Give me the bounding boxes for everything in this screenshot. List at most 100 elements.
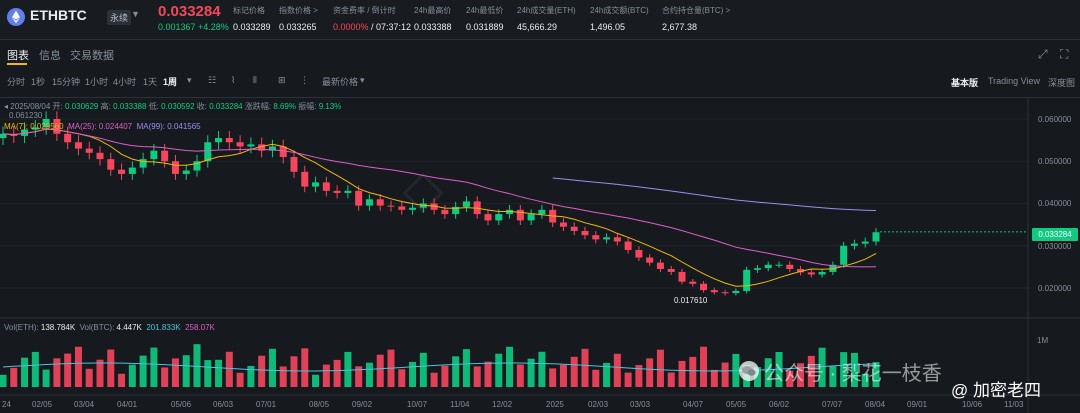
interval-1w[interactable]: 1周 <box>163 77 178 87</box>
tab-info[interactable]: 信息 <box>39 50 61 62</box>
candle <box>559 222 567 227</box>
volume-bar <box>678 360 686 387</box>
interval-4h[interactable]: 4小时 <box>113 77 137 87</box>
low-marker-label: 0.017610 <box>674 296 708 305</box>
volume-bar <box>21 357 29 387</box>
volume-bar <box>473 366 481 387</box>
volume-bar <box>365 362 373 387</box>
candle <box>786 264 794 269</box>
volume-bar <box>581 348 589 387</box>
candle <box>74 142 82 149</box>
candle <box>344 190 352 193</box>
candle <box>268 146 276 151</box>
view-tradingview[interactable]: Trading View <box>988 76 1041 86</box>
candle <box>128 167 136 174</box>
stat-value: 2,677.38 <box>662 22 697 32</box>
stat-label: 24h成交额(BTC) <box>590 6 649 15</box>
candle <box>764 264 772 269</box>
volume-bar <box>74 346 82 387</box>
interval-more-icon[interactable]: ▾ <box>187 75 192 85</box>
view-depth[interactable]: 深度图 <box>1048 78 1076 88</box>
interval-15m[interactable]: 15分钟 <box>52 77 81 87</box>
candle <box>161 150 169 162</box>
candle-type-icon[interactable]: ⫴ <box>253 75 257 85</box>
candle <box>31 127 39 130</box>
interval-1d[interactable]: 1天 <box>143 77 158 87</box>
stat-value-text: 0.033289 <box>233 22 271 32</box>
symbol-name[interactable]: ETHBTC <box>30 7 87 23</box>
candle <box>96 152 104 160</box>
volume-bar <box>96 359 104 387</box>
volume-bar <box>398 369 406 387</box>
tab-chart[interactable]: 图表 <box>7 50 29 62</box>
volume-bar <box>376 354 384 387</box>
candle <box>797 268 805 273</box>
volume-bar <box>161 367 169 387</box>
volume-bar <box>635 365 643 387</box>
candle <box>861 241 869 244</box>
volume-bar <box>279 366 287 387</box>
expand-icon[interactable]: ⤢ <box>1038 47 1048 61</box>
symbol-dropdown-icon[interactable]: ▼ <box>131 9 140 19</box>
volume-bar <box>495 353 503 387</box>
candle <box>139 159 147 168</box>
ma99-value: 0.041565 <box>167 122 201 131</box>
x-tick-label: 04/07 <box>683 400 704 409</box>
stat-label: 资金费率 / 倒计时 <box>333 6 396 15</box>
candle <box>452 206 460 215</box>
settings-icon[interactable]: ☷ <box>208 75 217 85</box>
volume-bar <box>797 363 805 387</box>
volume-bar <box>312 374 320 387</box>
volume-bar <box>118 373 126 387</box>
interval-1s[interactable]: 1秒 <box>31 77 46 87</box>
volume-bar <box>85 368 93 387</box>
more-options-icon[interactable]: ⋮ <box>300 75 309 85</box>
volume-bar <box>236 372 244 387</box>
draw-tools-icon[interactable]: ⊞ <box>278 75 286 85</box>
volume-bar <box>613 353 621 387</box>
price-chart[interactable] <box>0 98 1080 413</box>
last-price: 0.033284 <box>158 3 221 20</box>
low-label: 低: <box>148 102 159 111</box>
interval-timeline[interactable]: 分时 <box>7 77 26 87</box>
candle <box>53 119 61 134</box>
close-label: 收: <box>196 102 207 111</box>
x-tick-label: 07/01 <box>256 400 277 409</box>
volume-bar <box>872 362 880 387</box>
volume-bar <box>624 372 632 387</box>
tab-trading-data[interactable]: 交易数据 <box>70 50 114 62</box>
funding-rate-value: 0.0000% <box>333 22 369 32</box>
x-tick-label: 08/05 <box>309 400 330 409</box>
vol-eth-value: 138.784K <box>40 323 76 332</box>
view-basic[interactable]: 基本版 <box>951 78 979 88</box>
volume-bar <box>42 369 50 387</box>
ohlc-date: 2025/08/04 <box>10 102 51 111</box>
volume-bar <box>710 369 718 387</box>
stat-label: 标记价格 <box>233 6 265 15</box>
fullscreen-icon[interactable]: ⛶ <box>1060 47 1069 61</box>
x-tick-label: 06/03 <box>213 400 234 409</box>
ma-legend: MA(7): 0.029560 MA(25): 0.024407 MA(99):… <box>4 122 201 131</box>
volume-bar <box>441 365 449 387</box>
price-type-caret-icon[interactable]: ▾ <box>360 75 365 85</box>
volume-bar <box>333 359 341 387</box>
volume-bar <box>527 358 535 387</box>
candle <box>150 150 158 160</box>
indicator-icon[interactable]: ⌇ <box>231 75 236 85</box>
price-type-select[interactable]: 最新价格 <box>322 77 359 87</box>
candle <box>441 209 449 215</box>
volume-bar <box>861 373 869 387</box>
vol-btc-value: 4.447K <box>116 323 142 332</box>
volume-bar <box>268 348 276 387</box>
candle <box>700 283 708 291</box>
stat-label: 24h最低价 <box>466 6 504 15</box>
interval-1h[interactable]: 1小时 <box>85 77 109 87</box>
change-value: 8.69% <box>273 102 296 111</box>
volume-bar <box>344 351 352 387</box>
volume-bar <box>516 364 524 387</box>
volume-bar <box>215 359 223 387</box>
x-tick-label: 08/04 <box>865 400 886 409</box>
candle <box>258 144 266 151</box>
volume-bar <box>64 353 72 387</box>
last-price-tag: 0.033284 <box>1032 228 1078 241</box>
